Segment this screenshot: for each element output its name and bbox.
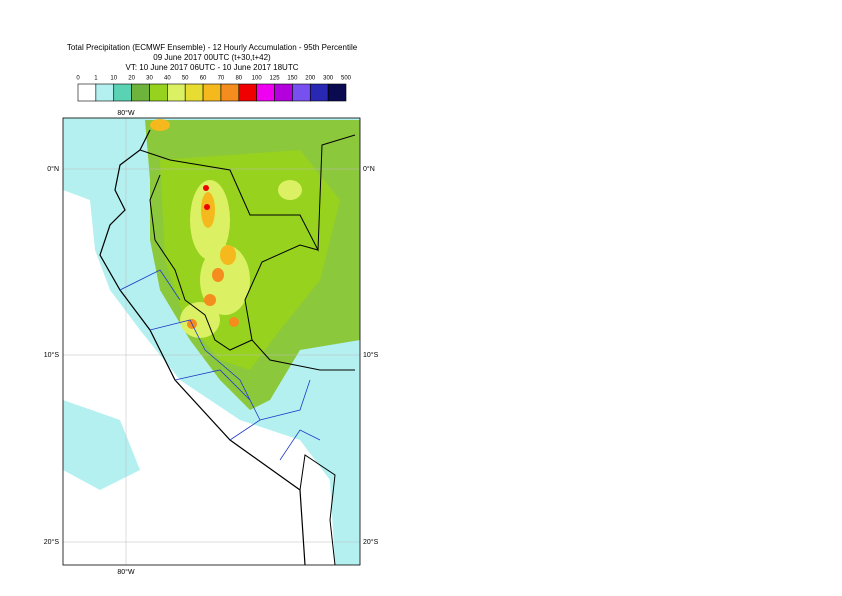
legend-swatch [184, 83, 204, 102]
legend-label: 125 [270, 76, 281, 82]
map-frame [62, 117, 361, 566]
precip-1 [63, 400, 140, 490]
lat-label: 0°N [363, 165, 375, 173]
lat-label: 10°S [363, 351, 379, 359]
border [299, 454, 336, 565]
precip-60 [220, 245, 236, 265]
legend: 0 1 10 20 30 40 50 60 70 80 100 125 150 200 300 500 [76, 76, 352, 102]
legend-label: 70 [218, 76, 225, 82]
precip-70 [229, 317, 239, 327]
legend-label: 0 [76, 76, 80, 82]
lat-label: 20°S [44, 538, 60, 546]
legend-label: 10 [110, 76, 117, 82]
precip-40 [180, 302, 220, 338]
run-time: 09 June 2017 00UTC (t+30,t+42) [153, 53, 271, 62]
valid-time: VT: 10 June 2017 06UTC - 10 June 2017 18… [126, 63, 299, 72]
legend-label: 150 [287, 76, 298, 82]
legend-label: 80 [235, 76, 242, 82]
legend-label: 30 [146, 76, 153, 82]
border [139, 134, 356, 371]
legend-label: 300 [323, 76, 334, 82]
legend-label: 100 [252, 76, 263, 82]
legend-label: 50 [182, 76, 189, 82]
legend-swatch [238, 83, 257, 102]
legend-swatch [149, 83, 168, 102]
legend-swatch [256, 83, 275, 102]
precip-70 [212, 268, 224, 282]
lat-label: 0°N [47, 165, 59, 173]
title: Total Precipitation (ECMWF Ensemble) - 1… [67, 43, 358, 52]
legend-swatch [202, 83, 222, 102]
lat-label: 10°S [44, 351, 60, 359]
legend-swatch [95, 83, 115, 102]
lon-label: 80°W [117, 568, 135, 576]
precip-80 [204, 204, 210, 210]
precip-70 [204, 294, 216, 306]
region-border [119, 269, 321, 461]
precip-60 [150, 119, 170, 131]
lon-label: 80°W [117, 109, 135, 117]
legend-swatch [292, 83, 311, 102]
legend-swatch [309, 83, 329, 102]
precip-40 [278, 180, 302, 200]
legend-swatch [131, 83, 150, 102]
legend-swatch [327, 83, 347, 102]
precip-60 [201, 192, 215, 228]
precip-80 [203, 185, 209, 191]
legend-label: 60 [200, 76, 207, 82]
legend-label: 500 [341, 76, 352, 82]
legend-swatch [167, 83, 186, 102]
legend-label: 20 [128, 76, 135, 82]
lat-label: 20°S [363, 538, 379, 546]
legend-label: 40 [164, 76, 171, 82]
legend-label: 200 [305, 76, 316, 82]
map [63, 118, 360, 565]
legend-label: 1 [94, 76, 98, 82]
legend-swatch [274, 83, 293, 102]
legend-swatch [220, 83, 240, 102]
legend-swatch [77, 83, 97, 102]
legend-swatch [113, 83, 132, 102]
